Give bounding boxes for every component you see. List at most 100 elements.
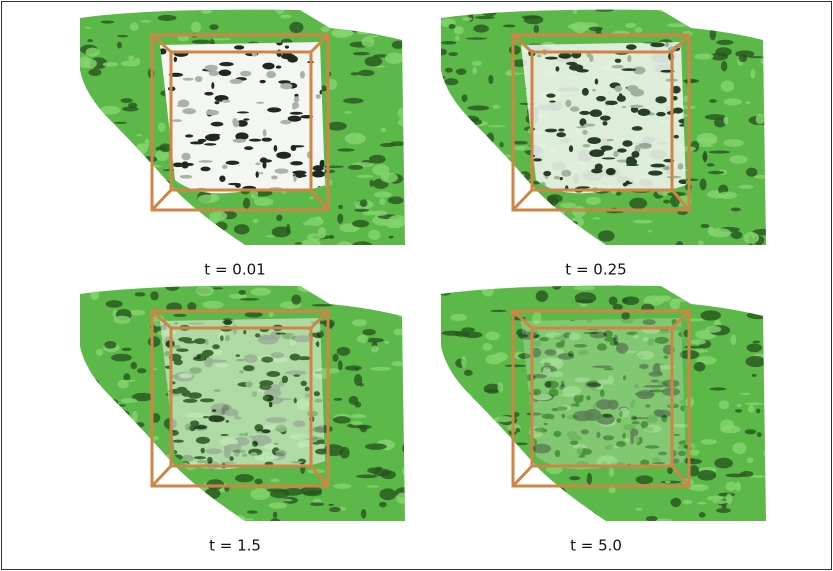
texture: [684, 346, 706, 349]
texture: [300, 71, 305, 79]
texture: [90, 290, 99, 301]
texture: [645, 445, 660, 448]
texture: [79, 522, 95, 526]
texture: [222, 405, 229, 411]
texture: [445, 453, 457, 460]
texture: [655, 337, 669, 344]
texture: [72, 455, 88, 467]
texture: [180, 175, 193, 179]
texture: [391, 361, 403, 367]
panel: t = 1.5: [72, 281, 414, 554]
texture: [698, 240, 704, 246]
texture: [369, 155, 386, 164]
texture: [484, 389, 499, 392]
texture: [607, 139, 614, 141]
texture: [542, 414, 555, 419]
texture: [678, 451, 686, 456]
texture: [197, 353, 210, 358]
texture: [114, 316, 131, 324]
texture: [174, 322, 178, 325]
panel: t = 0.01: [71, 3, 411, 278]
texture: [488, 75, 493, 84]
texture: [332, 354, 338, 362]
texture: [130, 23, 139, 31]
texture: [150, 291, 158, 300]
texture: [536, 290, 549, 301]
texture: [379, 488, 396, 500]
texture: [83, 124, 93, 130]
texture: [459, 185, 473, 188]
texture: [504, 196, 519, 201]
texture: [137, 368, 146, 373]
texture: [739, 393, 751, 395]
texture: [702, 153, 707, 161]
texture: [480, 239, 488, 246]
texture: [486, 132, 494, 144]
texture: [631, 416, 637, 421]
texture: [714, 458, 733, 469]
texture: [582, 88, 589, 96]
texture: [240, 71, 251, 77]
texture: [170, 474, 178, 479]
texture: [699, 512, 706, 517]
texture: [627, 55, 631, 62]
texture: [206, 516, 213, 526]
texture: [462, 94, 468, 102]
texture: [600, 146, 613, 151]
texture: [622, 106, 627, 108]
texture: [349, 396, 359, 405]
texture: [634, 384, 639, 388]
texture: [627, 85, 639, 92]
texture: [219, 69, 232, 76]
texture: [88, 114, 100, 126]
texture: [234, 224, 249, 234]
texture: [141, 473, 156, 476]
texture: [86, 3, 105, 14]
texture: [370, 210, 387, 215]
white-region: [516, 316, 692, 476]
texture: [230, 79, 243, 84]
texture: [694, 53, 714, 59]
texture: [111, 172, 131, 174]
texture: [140, 20, 151, 23]
texture: [530, 213, 541, 221]
panel-caption: t = 0.25: [565, 261, 626, 279]
texture: [715, 47, 731, 56]
texture: [84, 208, 90, 212]
texture: [99, 106, 120, 115]
box-edge: [152, 190, 171, 210]
texture: [337, 241, 352, 249]
texture: [269, 402, 273, 408]
texture: [615, 86, 622, 92]
texture: [485, 157, 492, 166]
texture: [205, 339, 209, 344]
texture: [219, 175, 225, 181]
texture: [647, 338, 654, 345]
texture: [360, 199, 368, 207]
texture: [204, 92, 213, 96]
texture: [441, 518, 455, 527]
panel-caption: t = 0.01: [204, 261, 265, 279]
texture: [91, 185, 102, 194]
texture: [587, 137, 601, 144]
texture: [720, 419, 734, 431]
texture: [292, 171, 306, 175]
texture: [184, 341, 196, 344]
texture: [750, 69, 755, 79]
texture: [234, 45, 244, 49]
texture: [605, 101, 617, 105]
texture: [442, 440, 456, 447]
texture: [194, 456, 206, 459]
texture: [172, 245, 177, 248]
texture: [498, 460, 508, 463]
texture: [336, 5, 353, 11]
texture: [567, 431, 578, 439]
texture: [450, 381, 459, 386]
texture: [485, 442, 501, 445]
texture: [333, 416, 351, 423]
texture: [631, 151, 639, 158]
texture: [740, 471, 753, 477]
texture: [276, 215, 282, 222]
texture: [281, 54, 295, 60]
texture: [655, 96, 666, 103]
